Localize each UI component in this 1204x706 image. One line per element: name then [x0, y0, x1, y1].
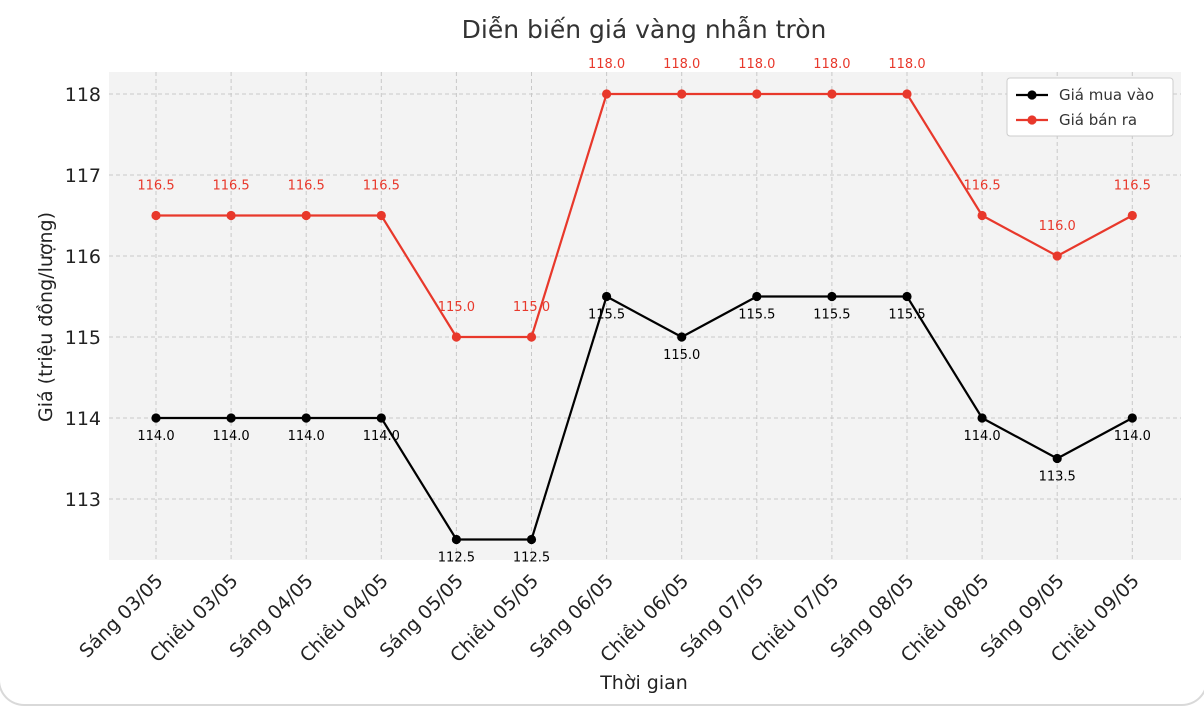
y-tick-label: 116 [65, 246, 101, 268]
data-label: 116.5 [363, 179, 400, 194]
data-label: 118.0 [888, 57, 925, 72]
legend-item: Giá bán ra [1016, 111, 1137, 129]
data-label: 114.0 [137, 429, 174, 444]
data-point [1127, 210, 1137, 221]
y-tick-label: 114 [65, 408, 101, 430]
data-point [752, 89, 762, 99]
data-label: 118.0 [588, 57, 625, 72]
data-point [376, 413, 386, 423]
data-label: 113.5 [1039, 470, 1076, 485]
data-label: 118.0 [738, 57, 775, 72]
legend-marker [1027, 115, 1037, 125]
data-point [526, 332, 537, 342]
data-point [451, 332, 461, 342]
data-point [677, 89, 687, 99]
data-label: 115.0 [663, 348, 700, 363]
data-point [526, 534, 537, 545]
series-group: 114.0 114.0 114.0 114.0 112.5 112.5 115.5 115.0… [137, 57, 1151, 566]
data-label: 115.5 [888, 308, 925, 323]
data-label: 115.5 [588, 308, 625, 323]
y-tick-label: 115 [65, 327, 101, 349]
data-label: 114.0 [1114, 429, 1151, 444]
data-label: 118.0 [663, 57, 700, 72]
data-point [151, 413, 161, 423]
data-point [376, 210, 386, 221]
legend-item: Giá mua vào [1016, 86, 1154, 104]
data-point [451, 534, 461, 545]
legend-marker [1027, 90, 1037, 100]
legend-box [1006, 77, 1174, 137]
data-point [226, 210, 236, 221]
data-label: 112.5 [438, 551, 475, 566]
data-label: 116.5 [212, 179, 249, 194]
series-2: 116.5 116.5 116.5 116.5 115.0 115.0 118.0 118.0… [137, 57, 1151, 342]
data-label: 116.5 [1114, 179, 1151, 194]
legend: Giá mua vào Giá bán ra [1006, 77, 1174, 137]
legend-label: Giá bán ra [1059, 111, 1137, 129]
data-label: 114.0 [363, 429, 400, 444]
data-label: 112.5 [513, 551, 550, 566]
data-label: 114.0 [963, 429, 1000, 444]
legend-label: Giá mua vào [1059, 86, 1154, 104]
data-point [1052, 453, 1062, 464]
x-axis-label: Thời gian [599, 672, 688, 694]
data-label: 116.5 [288, 179, 325, 194]
y-tick-label: 118 [65, 84, 101, 106]
data-point [301, 413, 311, 423]
data-label: 118.0 [813, 57, 850, 72]
y-tick-label: 117 [65, 165, 101, 187]
data-point [827, 89, 837, 99]
data-point [1127, 413, 1137, 423]
data-point [977, 413, 987, 423]
data-point [301, 210, 311, 221]
data-label: 114.0 [212, 429, 249, 444]
data-point [902, 89, 912, 99]
data-point [1052, 251, 1062, 261]
data-point [602, 89, 612, 99]
data-point [677, 332, 687, 342]
data-point [602, 291, 612, 302]
data-point [902, 291, 912, 302]
series-line [156, 295, 1133, 541]
data-point [226, 413, 236, 423]
data-point [752, 291, 762, 302]
series-line [156, 92, 1133, 339]
data-label: 114.0 [288, 429, 325, 444]
data-label: 116.0 [1039, 219, 1076, 234]
data-point [151, 210, 161, 221]
data-point [827, 291, 837, 302]
data-label: 115.0 [438, 300, 475, 315]
data-label: 115.5 [813, 308, 850, 323]
data-point [977, 210, 987, 221]
y-axis-label: Giá (triệu đồng/lượng) [35, 212, 57, 422]
data-label: 115.5 [738, 308, 775, 323]
y-tick-label: 113 [65, 489, 101, 511]
series-1: 114.0 114.0 114.0 114.0 112.5 112.5 115.5 115.0… [137, 291, 1151, 566]
y-axis-ticks: 113 114 115 116 117 118 [65, 84, 101, 511]
data-label: 116.5 [963, 179, 1000, 194]
card-border [0, 676, 1204, 706]
data-label: 116.5 [137, 179, 174, 194]
chart-title: Diễn biến giá vàng nhẫn tròn [462, 15, 827, 44]
data-label: 115.0 [513, 300, 550, 315]
